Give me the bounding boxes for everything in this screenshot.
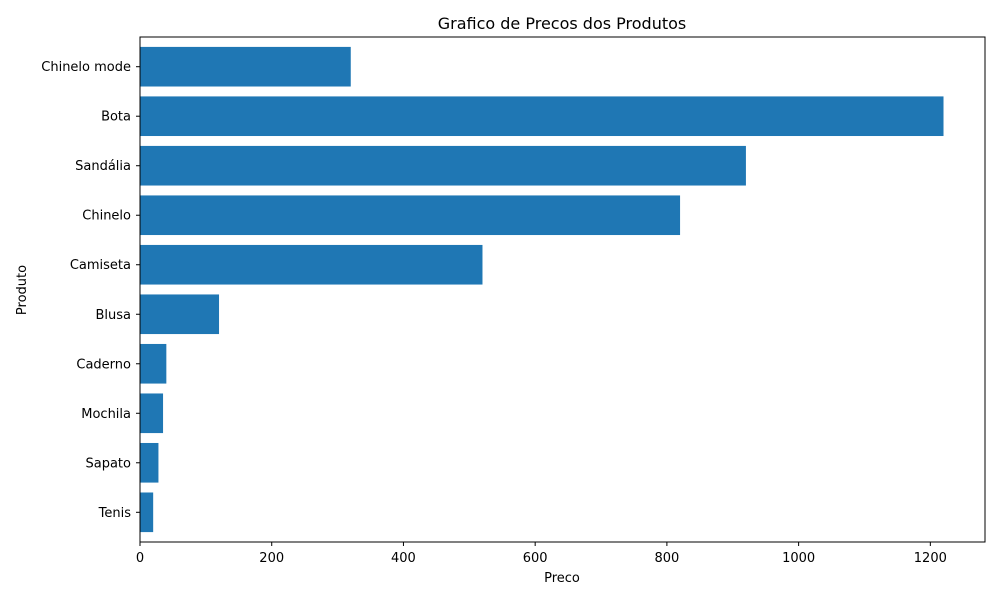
bar-chinelo-mode (140, 46, 351, 87)
x-tick-label: 1000 (782, 551, 815, 566)
bar-tenis (140, 492, 154, 533)
bar-mochila (140, 393, 164, 434)
bar-sapato (140, 442, 159, 483)
y-tick-label: Chinelo (82, 209, 131, 224)
plot-frame (139, 36, 986, 543)
bar-chinelo (140, 195, 681, 236)
x-tick-label: 400 (391, 551, 416, 566)
x-axis-label: Preco (544, 571, 580, 586)
x-tick-label: 200 (259, 551, 284, 566)
x-tick-label: 0 (136, 551, 144, 566)
y-tick-label: Sandália (75, 159, 131, 174)
bars-group (140, 46, 944, 533)
y-tick-label: Mochila (81, 407, 131, 422)
y-axis-ticks: Tenis Sapato Mochila Caderno Blusa Camiseta Ch… (41, 60, 140, 521)
y-tick-label: Bota (101, 110, 131, 125)
y-tick-label: Chinelo mode (41, 60, 131, 75)
bar-camiseta (140, 244, 483, 285)
x-tick-label: 600 (523, 551, 548, 566)
chart-title: Grafico de Precos dos Produtos (438, 14, 687, 33)
x-axis-ticks: 0 200 400 600 800 1000 1200 (136, 542, 947, 566)
y-tick-label: Blusa (95, 308, 131, 323)
bar-caderno (140, 343, 167, 384)
y-tick-label: Caderno (76, 357, 131, 372)
y-tick-label: Sapato (86, 456, 132, 471)
y-tick-label: Tenis (98, 506, 132, 521)
y-axis-label: Produto (15, 265, 30, 315)
bar-bota (140, 96, 944, 137)
bar-blusa (140, 294, 220, 335)
x-tick-label: 1200 (914, 551, 947, 566)
x-tick-label: 800 (654, 551, 679, 566)
y-tick-label: Camiseta (70, 258, 131, 273)
bar-sand-lia (140, 145, 746, 186)
